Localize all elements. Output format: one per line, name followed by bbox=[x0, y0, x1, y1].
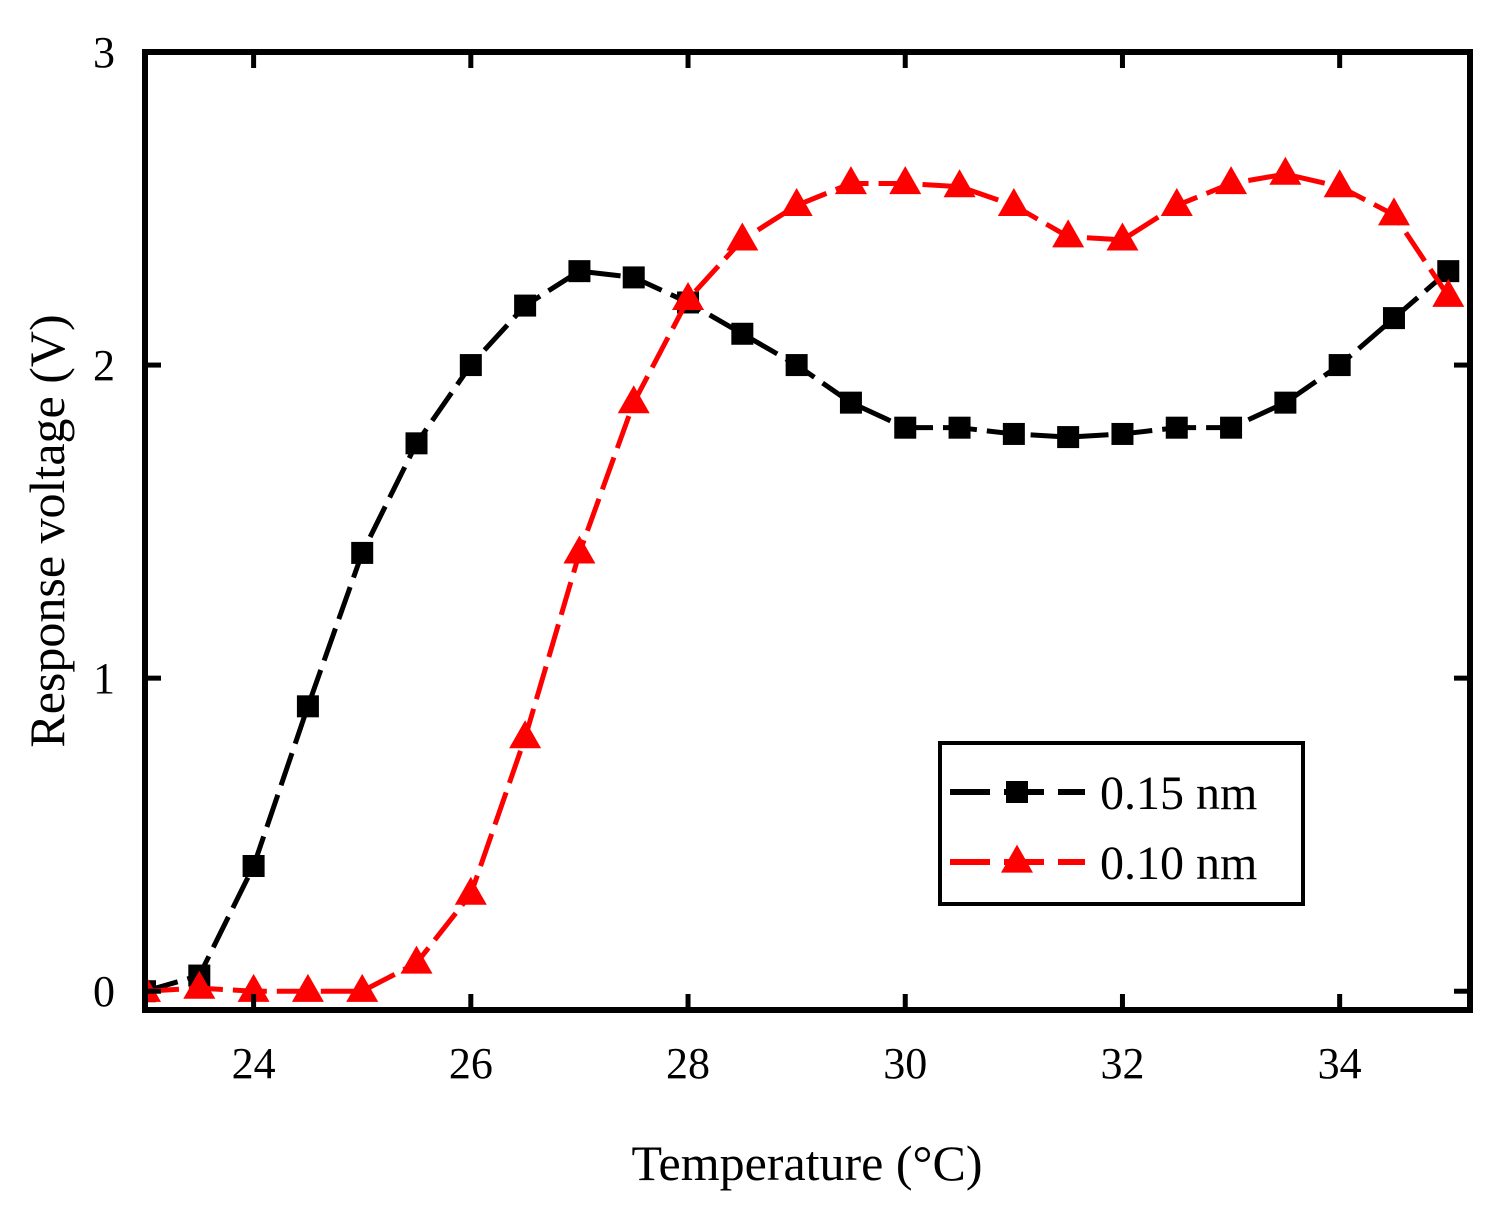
point-0-26.5 bbox=[514, 294, 537, 317]
legend-label-0: 0.15 nm bbox=[1100, 767, 1257, 820]
point-1-27.5 bbox=[617, 385, 650, 414]
point-0-27.5 bbox=[622, 266, 645, 289]
x-tick-label-26: 26 bbox=[449, 1039, 493, 1088]
axes: 24 26 28 30 32 34 0 1 2 3 bbox=[93, 28, 1470, 1088]
point-1-24 bbox=[237, 973, 270, 1002]
point-0-24 bbox=[242, 854, 265, 877]
series-layer bbox=[145, 156, 1465, 1003]
point-0-25 bbox=[351, 541, 374, 564]
point-0-31 bbox=[1002, 422, 1025, 445]
legend-label-1: 0.10 nm bbox=[1100, 837, 1257, 890]
point-0-26 bbox=[459, 354, 482, 377]
point-1-34 bbox=[1323, 169, 1356, 198]
point-0-30 bbox=[894, 416, 917, 439]
point-0-29 bbox=[785, 354, 808, 377]
point-1-24.5 bbox=[291, 973, 324, 1002]
point-1-30 bbox=[889, 166, 922, 195]
point-1-26 bbox=[454, 876, 487, 905]
point-0-24.5 bbox=[296, 695, 319, 718]
point-0-33.5 bbox=[1274, 391, 1297, 414]
point-1-35 bbox=[1432, 278, 1465, 307]
point-0-30.5 bbox=[948, 416, 971, 439]
point-0-27 bbox=[568, 260, 591, 283]
point-1-30.5 bbox=[943, 169, 976, 198]
y-tick-label-2: 2 bbox=[93, 341, 115, 390]
x-tick-label-32: 32 bbox=[1100, 1039, 1144, 1088]
legend-box bbox=[938, 741, 1305, 906]
point-0-25.5 bbox=[405, 432, 428, 455]
point-0-34.5 bbox=[1382, 307, 1405, 330]
point-0-33 bbox=[1220, 416, 1243, 439]
y-axis-title: Response voltage (V) bbox=[19, 314, 75, 747]
point-1-27 bbox=[563, 535, 596, 564]
point-1-33 bbox=[1215, 166, 1248, 195]
legend-marker-0 bbox=[1006, 781, 1028, 803]
point-0-29.5 bbox=[839, 391, 862, 414]
point-1-32.5 bbox=[1160, 188, 1193, 217]
point-0-34 bbox=[1328, 354, 1351, 377]
point-1-34.5 bbox=[1377, 197, 1410, 226]
point-1-28.5 bbox=[726, 222, 759, 251]
x-axis-title: Temperature (°C) bbox=[631, 1135, 982, 1191]
point-1-31 bbox=[997, 188, 1030, 217]
y-tick-label-3: 3 bbox=[93, 28, 115, 77]
x-tick-label-28: 28 bbox=[666, 1039, 710, 1088]
point-1-29.5 bbox=[834, 166, 867, 195]
legend: 0.15 nm 0.10 nm bbox=[938, 741, 1305, 906]
x-tick-label-24: 24 bbox=[232, 1039, 276, 1088]
point-1-31.5 bbox=[1052, 219, 1085, 248]
series-0-15-nm bbox=[145, 260, 1460, 1003]
point-1-32 bbox=[1106, 222, 1139, 251]
point-1-23.5 bbox=[183, 970, 216, 999]
point-0-35 bbox=[1437, 260, 1460, 283]
y-tick-label-0: 0 bbox=[93, 967, 115, 1016]
legend-marker-1 bbox=[1001, 844, 1033, 873]
point-0-31.5 bbox=[1057, 426, 1080, 449]
point-1-28 bbox=[672, 281, 705, 310]
point-1-26.5 bbox=[509, 720, 542, 749]
point-1-29 bbox=[780, 188, 813, 217]
plot-frame bbox=[142, 49, 1473, 1013]
point-1-25.5 bbox=[400, 945, 433, 974]
x-tick-label-34: 34 bbox=[1318, 1039, 1362, 1088]
point-1-33.5 bbox=[1269, 156, 1302, 185]
point-0-32.5 bbox=[1165, 416, 1188, 439]
point-1-23 bbox=[145, 973, 161, 1002]
series-0-10-nm bbox=[145, 156, 1465, 1002]
point-1-25 bbox=[346, 973, 379, 1002]
point-0-32 bbox=[1111, 422, 1134, 445]
y-tick-label-1: 1 bbox=[93, 654, 115, 703]
x-tick-label-30: 30 bbox=[883, 1039, 927, 1088]
point-0-28.5 bbox=[731, 322, 754, 345]
